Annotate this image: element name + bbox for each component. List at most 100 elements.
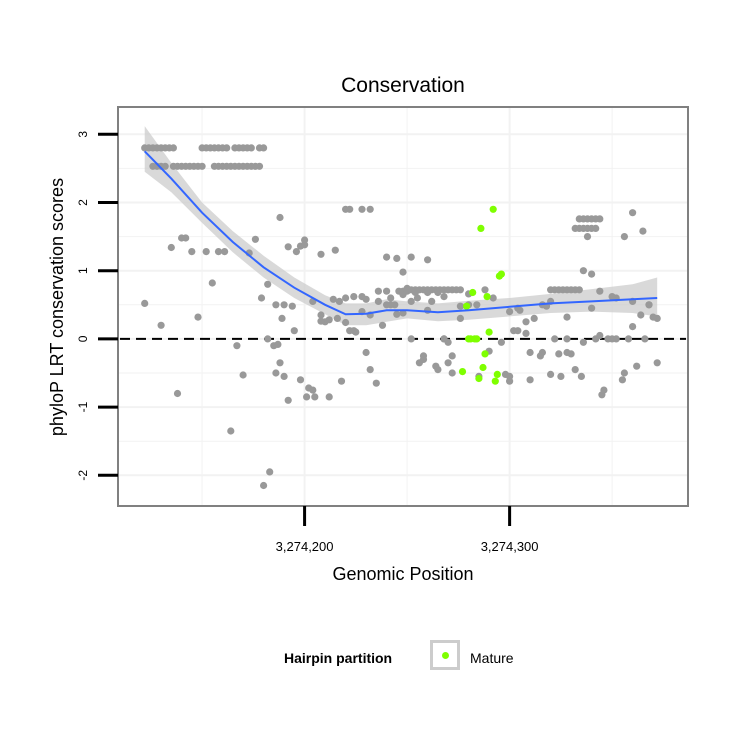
data-point	[413, 294, 421, 302]
data-point	[157, 321, 165, 329]
data-point	[387, 301, 395, 309]
data-point	[366, 205, 374, 213]
data-point	[530, 314, 538, 322]
x-axis-label: Genomic Position	[332, 564, 473, 584]
data-point	[257, 294, 266, 302]
confidence-ribbon-layer	[144, 126, 658, 326]
data-point	[428, 297, 436, 305]
data-point	[362, 295, 370, 303]
data-point	[378, 321, 387, 329]
data-point	[563, 313, 571, 321]
legend-dot-icon	[442, 652, 449, 659]
data-point	[260, 144, 268, 152]
data-point	[317, 311, 325, 319]
data-point	[325, 316, 333, 324]
data-point	[309, 386, 317, 394]
data-point	[317, 250, 325, 258]
data-point-mature	[493, 370, 501, 378]
data-point	[358, 205, 366, 213]
data-point	[624, 335, 633, 343]
data-point-mature	[489, 205, 497, 213]
data-point	[284, 396, 292, 404]
y-tick-label: 1	[76, 267, 90, 274]
data-point	[301, 236, 309, 244]
data-point	[536, 352, 545, 360]
data-point	[182, 234, 190, 242]
data-point	[551, 335, 559, 343]
data-point	[288, 302, 296, 310]
data-point	[303, 393, 311, 401]
data-point	[335, 297, 343, 305]
data-point	[161, 162, 169, 170]
data-point	[633, 362, 641, 370]
data-point	[372, 379, 380, 387]
y-tick-label: -1	[76, 401, 90, 412]
data-point	[167, 243, 175, 252]
data-point-mature	[497, 270, 505, 278]
data-point	[342, 294, 350, 302]
data-point	[169, 144, 177, 152]
data-point	[350, 293, 358, 301]
data-point	[173, 389, 182, 398]
data-point	[407, 335, 415, 343]
data-point	[350, 327, 358, 335]
data-point	[233, 342, 241, 350]
data-point	[588, 270, 596, 278]
legend-key-mature	[430, 640, 460, 670]
data-point	[290, 327, 298, 335]
data-point	[456, 314, 464, 322]
data-point	[208, 279, 216, 287]
x-tick-label: 3,274,200	[276, 539, 334, 554]
data-point	[317, 317, 325, 325]
smooth-line-layer	[143, 150, 658, 316]
data-point	[272, 369, 280, 377]
data-point	[608, 335, 616, 343]
y-tick-label: 3	[76, 131, 90, 138]
data-point	[501, 370, 510, 378]
data-point	[440, 335, 448, 343]
data-point	[362, 348, 370, 357]
data-point	[383, 253, 391, 261]
data-point	[141, 299, 149, 307]
data-point	[444, 359, 452, 367]
data-point	[198, 162, 206, 170]
data-point	[629, 209, 637, 217]
data-points	[141, 144, 661, 490]
data-point-mature	[473, 335, 481, 343]
data-point	[563, 335, 571, 343]
data-point	[600, 386, 608, 394]
data-point-mature	[458, 368, 467, 376]
data-point	[592, 224, 600, 232]
data-point	[393, 254, 401, 262]
data-point	[608, 293, 616, 301]
data-point	[223, 144, 231, 152]
data-point	[337, 377, 346, 385]
data-point-mature	[483, 293, 491, 301]
data-point	[255, 162, 264, 170]
data-point	[280, 301, 288, 309]
data-point	[329, 295, 337, 303]
data-point	[374, 297, 382, 305]
data-point	[266, 468, 274, 476]
data-point	[649, 313, 657, 321]
data-point	[481, 286, 489, 294]
data-point	[432, 362, 440, 370]
data-point	[497, 338, 505, 346]
data-point	[419, 352, 428, 360]
data-point	[276, 359, 284, 367]
data-point	[575, 286, 583, 294]
confidence-ribbon	[144, 126, 658, 326]
legend-label-mature: Mature	[470, 650, 514, 666]
data-point	[239, 371, 247, 379]
data-point	[276, 213, 284, 222]
data-point	[618, 376, 627, 384]
data-point	[596, 215, 604, 223]
data-point	[440, 293, 448, 301]
y-tick-label: -2	[76, 470, 90, 481]
data-point-mature	[485, 328, 493, 336]
data-point	[374, 287, 382, 295]
smooth-line	[143, 150, 658, 316]
data-point	[333, 314, 341, 322]
y-axis-label: phyloP LRT conservation scores	[47, 178, 67, 436]
data-point	[653, 359, 661, 367]
